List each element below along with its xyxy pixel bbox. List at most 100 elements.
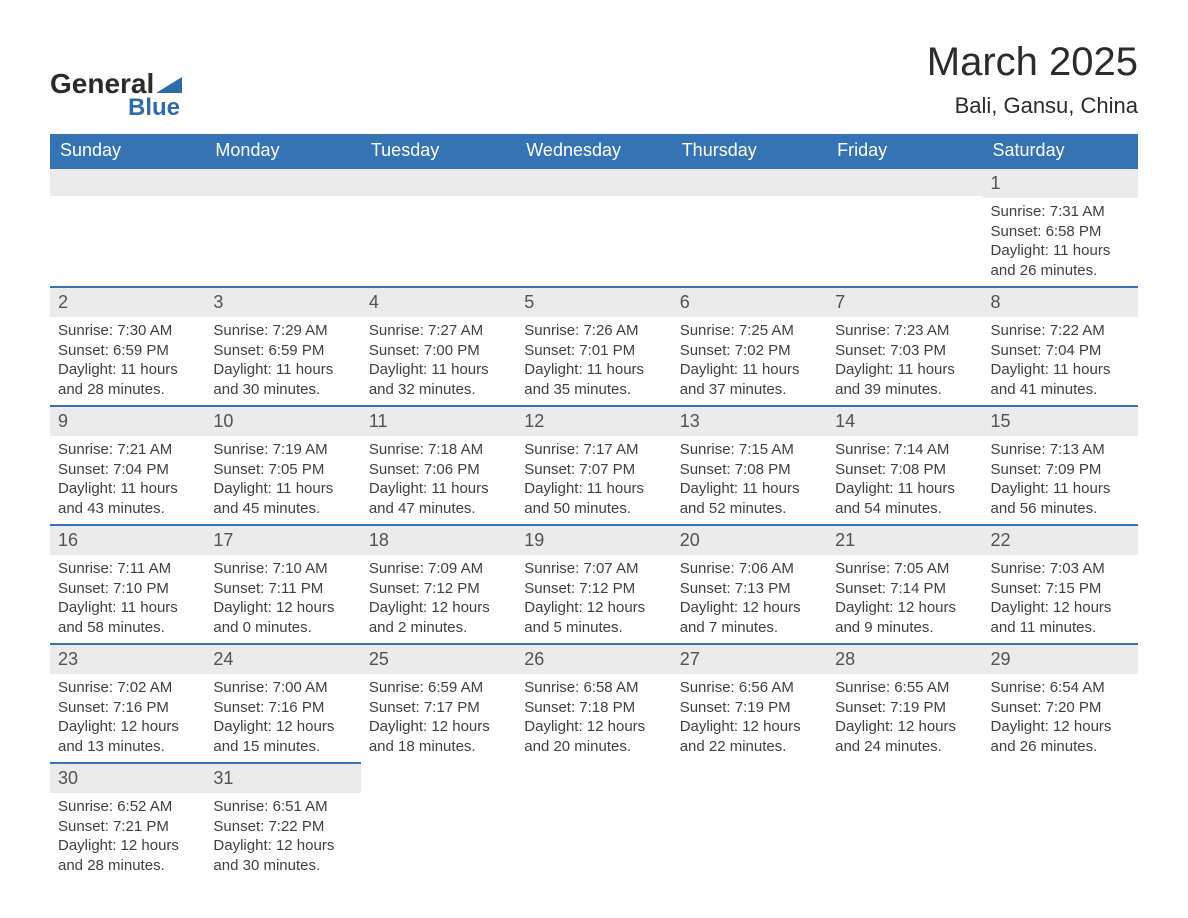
day-details: Sunrise: 6:55 AMSunset: 7:19 PMDaylight:… <box>827 674 982 762</box>
day-number: 7 <box>827 288 982 317</box>
day-details <box>361 790 516 870</box>
daylight-line: Daylight: 12 hours and 13 minutes. <box>58 717 197 756</box>
daylight-line: Daylight: 12 hours and 15 minutes. <box>213 717 352 756</box>
sunset-line: Sunset: 7:19 PM <box>680 698 819 718</box>
day-number <box>983 763 1138 790</box>
day-details: Sunrise: 6:51 AMSunset: 7:22 PMDaylight:… <box>205 793 360 881</box>
sunrise-line: Sunrise: 7:21 AM <box>58 440 197 460</box>
day-number: 3 <box>205 288 360 317</box>
sunrise-line: Sunrise: 6:54 AM <box>991 678 1130 698</box>
day-details: Sunrise: 7:30 AMSunset: 6:59 PMDaylight:… <box>50 317 205 405</box>
day-details: Sunrise: 7:22 AMSunset: 7:04 PMDaylight:… <box>983 317 1138 405</box>
calendar-day-cell: 9Sunrise: 7:21 AMSunset: 7:04 PMDaylight… <box>50 406 205 525</box>
sunrise-line: Sunrise: 7:17 AM <box>524 440 663 460</box>
daylight-line: Daylight: 11 hours and 28 minutes. <box>58 360 197 399</box>
day-number: 17 <box>205 526 360 555</box>
daylight-line: Daylight: 12 hours and 9 minutes. <box>835 598 974 637</box>
day-number: 28 <box>827 645 982 674</box>
daylight-line: Daylight: 11 hours and 58 minutes. <box>58 598 197 637</box>
daylight-line: Daylight: 12 hours and 28 minutes. <box>58 836 197 875</box>
sunrise-line: Sunrise: 7:19 AM <box>213 440 352 460</box>
calendar-day-cell: 10Sunrise: 7:19 AMSunset: 7:05 PMDayligh… <box>205 406 360 525</box>
calendar-day-cell: 19Sunrise: 7:07 AMSunset: 7:12 PMDayligh… <box>516 525 671 644</box>
calendar-empty-cell <box>516 168 671 287</box>
day-number <box>672 169 827 196</box>
calendar-day-cell: 1Sunrise: 7:31 AMSunset: 6:58 PMDaylight… <box>983 168 1138 287</box>
sunrise-line: Sunrise: 7:00 AM <box>213 678 352 698</box>
day-number: 31 <box>205 764 360 793</box>
calendar-empty-cell <box>827 763 982 881</box>
calendar-day-cell: 27Sunrise: 6:56 AMSunset: 7:19 PMDayligh… <box>672 644 827 763</box>
day-number: 10 <box>205 407 360 436</box>
sunrise-line: Sunrise: 6:51 AM <box>213 797 352 817</box>
daylight-line: Daylight: 11 hours and 47 minutes. <box>369 479 508 518</box>
sunrise-line: Sunrise: 7:31 AM <box>991 202 1130 222</box>
sunset-line: Sunset: 7:12 PM <box>524 579 663 599</box>
sunrise-line: Sunrise: 6:52 AM <box>58 797 197 817</box>
sunrise-line: Sunrise: 7:03 AM <box>991 559 1130 579</box>
sunset-line: Sunset: 7:08 PM <box>835 460 974 480</box>
calendar-day-cell: 26Sunrise: 6:58 AMSunset: 7:18 PMDayligh… <box>516 644 671 763</box>
sunrise-line: Sunrise: 6:59 AM <box>369 678 508 698</box>
daylight-line: Daylight: 11 hours and 37 minutes. <box>680 360 819 399</box>
day-details: Sunrise: 7:13 AMSunset: 7:09 PMDaylight:… <box>983 436 1138 524</box>
day-number: 18 <box>361 526 516 555</box>
calendar-week-row: 2Sunrise: 7:30 AMSunset: 6:59 PMDaylight… <box>50 287 1138 406</box>
daylight-line: Daylight: 12 hours and 22 minutes. <box>680 717 819 756</box>
sunset-line: Sunset: 7:14 PM <box>835 579 974 599</box>
calendar-empty-cell <box>205 168 360 287</box>
weekday-header: Wednesday <box>516 134 671 168</box>
sunset-line: Sunset: 6:59 PM <box>213 341 352 361</box>
day-details: Sunrise: 7:06 AMSunset: 7:13 PMDaylight:… <box>672 555 827 643</box>
day-number: 1 <box>983 169 1138 198</box>
sunset-line: Sunset: 7:09 PM <box>991 460 1130 480</box>
sunset-line: Sunset: 7:01 PM <box>524 341 663 361</box>
sunrise-line: Sunrise: 6:56 AM <box>680 678 819 698</box>
sunrise-line: Sunrise: 7:15 AM <box>680 440 819 460</box>
calendar-day-cell: 23Sunrise: 7:02 AMSunset: 7:16 PMDayligh… <box>50 644 205 763</box>
sunrise-line: Sunrise: 7:29 AM <box>213 321 352 341</box>
sunset-line: Sunset: 6:59 PM <box>58 341 197 361</box>
weekday-header: Saturday <box>983 134 1138 168</box>
calendar-day-cell: 13Sunrise: 7:15 AMSunset: 7:08 PMDayligh… <box>672 406 827 525</box>
calendar-day-cell: 14Sunrise: 7:14 AMSunset: 7:08 PMDayligh… <box>827 406 982 525</box>
sunset-line: Sunset: 7:16 PM <box>213 698 352 718</box>
calendar-day-cell: 25Sunrise: 6:59 AMSunset: 7:17 PMDayligh… <box>361 644 516 763</box>
day-number: 22 <box>983 526 1138 555</box>
day-details: Sunrise: 7:26 AMSunset: 7:01 PMDaylight:… <box>516 317 671 405</box>
day-number: 15 <box>983 407 1138 436</box>
day-number: 16 <box>50 526 205 555</box>
sunset-line: Sunset: 7:22 PM <box>213 817 352 837</box>
calendar-day-cell: 28Sunrise: 6:55 AMSunset: 7:19 PMDayligh… <box>827 644 982 763</box>
calendar-table: SundayMondayTuesdayWednesdayThursdayFrid… <box>50 134 1138 881</box>
day-number: 12 <box>516 407 671 436</box>
day-details: Sunrise: 7:03 AMSunset: 7:15 PMDaylight:… <box>983 555 1138 643</box>
day-details: Sunrise: 7:31 AMSunset: 6:58 PMDaylight:… <box>983 198 1138 286</box>
sunset-line: Sunset: 7:16 PM <box>58 698 197 718</box>
day-details: Sunrise: 6:56 AMSunset: 7:19 PMDaylight:… <box>672 674 827 762</box>
weekday-header: Tuesday <box>361 134 516 168</box>
day-number <box>361 763 516 790</box>
day-details <box>516 790 671 870</box>
sunset-line: Sunset: 7:11 PM <box>213 579 352 599</box>
sunset-line: Sunset: 7:07 PM <box>524 460 663 480</box>
sunset-line: Sunset: 7:15 PM <box>991 579 1130 599</box>
day-details: Sunrise: 6:54 AMSunset: 7:20 PMDaylight:… <box>983 674 1138 762</box>
daylight-line: Daylight: 11 hours and 41 minutes. <box>991 360 1130 399</box>
day-number <box>50 169 205 196</box>
day-details: Sunrise: 7:11 AMSunset: 7:10 PMDaylight:… <box>50 555 205 643</box>
calendar-day-cell: 29Sunrise: 6:54 AMSunset: 7:20 PMDayligh… <box>983 644 1138 763</box>
daylight-line: Daylight: 11 hours and 35 minutes. <box>524 360 663 399</box>
day-details <box>983 790 1138 870</box>
daylight-line: Daylight: 12 hours and 30 minutes. <box>213 836 352 875</box>
day-details: Sunrise: 7:17 AMSunset: 7:07 PMDaylight:… <box>516 436 671 524</box>
day-number: 5 <box>516 288 671 317</box>
day-details <box>361 196 516 276</box>
day-details: Sunrise: 7:19 AMSunset: 7:05 PMDaylight:… <box>205 436 360 524</box>
calendar-day-cell: 11Sunrise: 7:18 AMSunset: 7:06 PMDayligh… <box>361 406 516 525</box>
calendar-day-cell: 12Sunrise: 7:17 AMSunset: 7:07 PMDayligh… <box>516 406 671 525</box>
day-details: Sunrise: 7:05 AMSunset: 7:14 PMDaylight:… <box>827 555 982 643</box>
brand-text-blue: Blue <box>128 94 182 122</box>
calendar-header-row: SundayMondayTuesdayWednesdayThursdayFrid… <box>50 134 1138 168</box>
calendar-day-cell: 24Sunrise: 7:00 AMSunset: 7:16 PMDayligh… <box>205 644 360 763</box>
